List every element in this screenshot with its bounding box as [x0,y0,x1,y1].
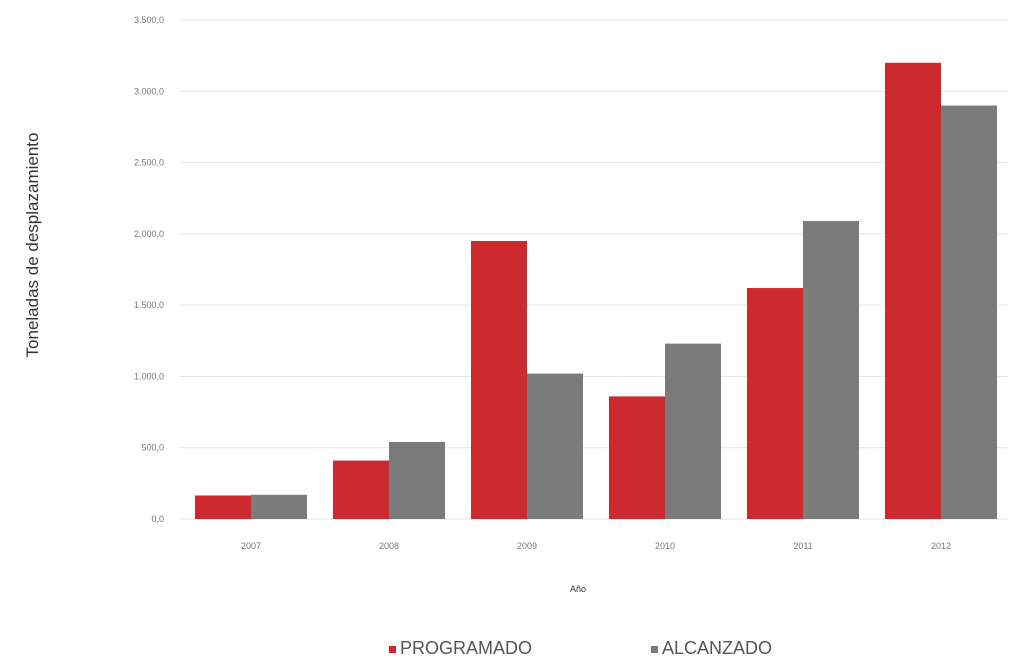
x-tick-label: 2010 [655,541,675,551]
bar-programado-2009 [471,240,527,519]
bar-alcanzado-2010 [665,343,721,519]
y-tick-label: 1.500,0 [134,300,164,310]
bar-alcanzado-2011 [803,221,859,520]
bar-programado-2011 [747,288,803,519]
x-tick-label: 2008 [379,541,399,551]
y-tick-label: 2.500,0 [134,158,164,168]
bar-alcanzado-2009 [527,373,583,519]
y-tick-label: 3.000,0 [134,86,164,96]
y-tick-label: 0,0 [151,514,164,524]
bars [195,62,997,520]
bar-alcanzado-2007 [251,494,307,519]
legend-label-alcanzado: ALCANZADO [662,638,772,658]
y-tick-label: 2.000,0 [134,229,164,239]
bar-programado-2010 [609,396,665,519]
x-axis-title: Año [570,584,586,594]
legend-swatch-programado [389,646,396,653]
legend: PROGRAMADO ALCANZADO [389,638,772,658]
bar-alcanzado-2008 [389,442,445,519]
y-axis-ticks: 0,0 500,0 1.000,0 1.500,0 2.000,0 2.500,0 3.00… [134,15,164,524]
bar-programado-2007 [195,495,251,519]
x-axis-ticks: 2007 2008 2009 2010 2011 2012 [241,541,951,551]
y-tick-label: 1.000,0 [134,371,164,381]
bar-programado-2012 [885,62,941,520]
legend-swatch-alcanzado [651,646,658,653]
bar-programado-2008 [333,460,389,519]
x-tick-label: 2009 [517,541,537,551]
x-tick-label: 2012 [931,541,951,551]
y-tick-label: 3.500,0 [134,15,164,25]
gridlines [180,19,1008,520]
x-tick-label: 2007 [241,541,261,551]
y-axis-title: Toneladas de desplazamiento [23,133,42,358]
x-tick-label: 2011 [793,541,812,551]
legend-label-programado: PROGRAMADO [400,638,532,658]
y-tick-label: 500,0 [141,443,164,453]
bar-alcanzado-2012 [941,105,997,520]
